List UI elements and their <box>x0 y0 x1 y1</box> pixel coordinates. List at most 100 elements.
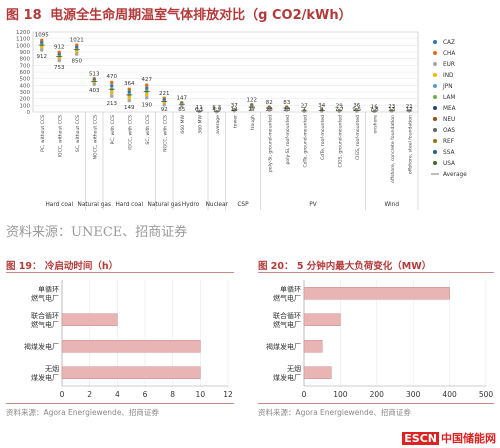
legend-label: Average <box>443 172 467 178</box>
watermark-esc: ESCN <box>402 432 439 445</box>
max-label: 36 <box>353 103 360 109</box>
legend-label: NEU <box>443 117 455 123</box>
min-label: 14 <box>231 107 238 113</box>
region-point <box>267 108 271 112</box>
region-point <box>127 90 131 94</box>
category-label: IGCC, with CCS <box>127 115 133 150</box>
figure18-title: 图 18 电源全生命周期温室气体排放对比（g CO2/kWh） <box>6 4 494 23</box>
group-label: CSP <box>237 202 249 208</box>
region-point <box>127 87 131 91</box>
category-label: 煤发电厂 <box>273 373 301 382</box>
region-point <box>127 96 131 100</box>
x-tick-label: 2 <box>87 390 92 399</box>
region-point <box>162 103 166 107</box>
category-label: CIGS, roof-mounted <box>355 115 361 160</box>
category-label: 燃气电厂 <box>273 293 301 302</box>
x-tick-label: 200 <box>370 390 385 399</box>
emissions-chart: 0100200300400500600700800900100011001200… <box>16 30 467 210</box>
x-tick-label: 0 <box>302 390 307 399</box>
category-label: 褐煤发电厂 <box>266 342 301 351</box>
region-point <box>40 41 44 45</box>
region-point <box>40 38 44 42</box>
category-label: SC, without CCS <box>75 115 81 152</box>
region-point <box>250 107 254 112</box>
y-tick-label: 500 <box>20 77 31 83</box>
legend-swatch <box>433 139 437 143</box>
legend-label: IND <box>443 73 454 79</box>
bar <box>61 313 118 326</box>
min-label: 7 <box>303 107 307 113</box>
y-tick-label: 0 <box>27 110 31 116</box>
max-label: 427 <box>142 77 153 83</box>
region-point <box>145 86 149 90</box>
category-label: CIGS, ground-mounted <box>337 115 343 168</box>
min-label: 23 <box>266 107 273 113</box>
group-label: Natural gas <box>148 202 181 208</box>
legend-swatch <box>433 84 437 88</box>
region-point <box>110 80 114 84</box>
watermark: ESCN 中国储能网 <box>402 430 496 446</box>
region-point <box>75 50 79 54</box>
group-label: Nuclear <box>206 202 229 208</box>
max-label: 912 <box>54 45 65 51</box>
max-label: 83 <box>283 100 290 106</box>
max-label: 147 <box>177 96 188 102</box>
max-label: 1021 <box>70 37 84 43</box>
legend-label: MEA <box>443 106 456 112</box>
y-tick-label: 300 <box>20 90 31 96</box>
category-label: offshore, concrete foundation <box>390 115 396 183</box>
category-label: NGCC, with CCS <box>162 115 168 152</box>
legend-swatch <box>433 117 437 121</box>
x-tick-label: 10 <box>196 390 206 399</box>
min-label: 85 <box>178 107 185 113</box>
category-label: 煤发电厂 <box>31 373 59 382</box>
category-label: average <box>215 115 221 134</box>
category-label: 燃气电厂 <box>273 320 301 329</box>
y-tick-label: 400 <box>20 83 31 89</box>
category-label: 联合循环 <box>31 311 59 320</box>
figure19-source: 资料来源：Agora Energiewende、招商证券 <box>6 408 159 417</box>
group-label: PV <box>309 202 316 208</box>
legend-swatch <box>433 106 437 110</box>
category-label: onshore <box>372 115 378 134</box>
min-label: 403 <box>89 88 100 94</box>
figure20-title: 图 20： 5 分钟内最大负荷变化（MW） <box>258 258 431 272</box>
bar <box>303 287 450 300</box>
region-point <box>75 52 79 56</box>
x-tick-label: 400 <box>442 390 457 399</box>
bar <box>303 313 341 326</box>
y-tick-label: 900 <box>20 50 31 56</box>
max-label: 29 <box>336 104 343 110</box>
group-label: Hard coal <box>45 202 73 208</box>
figure19-title: 图 19： 冷启动时间（h） <box>6 258 118 272</box>
min-label: 190 <box>142 102 153 108</box>
category-label: 燃气电厂 <box>31 320 59 329</box>
region-point <box>110 84 114 88</box>
category-label: 无烟 <box>45 364 59 373</box>
category-label: NGCC, without CCS <box>92 115 98 159</box>
figure19-title-text: 冷启动时间（h） <box>44 261 119 272</box>
legend-label: LAM <box>443 95 455 101</box>
region-point <box>127 99 131 103</box>
max-label: 122 <box>247 97 258 103</box>
region-point <box>145 83 149 87</box>
region-point <box>75 45 79 49</box>
region-point <box>92 82 96 86</box>
category-label: CdTe, ground-mounted <box>302 115 308 168</box>
max-label: 34 <box>318 103 325 109</box>
figure19-label: 图 19： <box>6 261 42 272</box>
min-label: 9 <box>320 107 324 113</box>
legend-swatch <box>433 128 437 132</box>
watermark-text: 中国储能网 <box>441 432 496 445</box>
bar <box>303 340 323 353</box>
category-label: poly-Si, roof-mounted <box>285 115 291 165</box>
x-tick-label: 300 <box>406 390 421 399</box>
max-label: 21 <box>406 104 413 110</box>
x-tick-label: 500 <box>479 390 494 399</box>
figure18-title-text: 电源全生命周期温室气体排放对比（g CO2/kWh） <box>50 8 352 23</box>
region-point <box>145 96 149 100</box>
x-tick-label: 8 <box>170 390 175 399</box>
figure20-title-text: 5 分钟内最大负荷变化（MW） <box>296 261 432 272</box>
max-label: 37 <box>231 103 238 109</box>
